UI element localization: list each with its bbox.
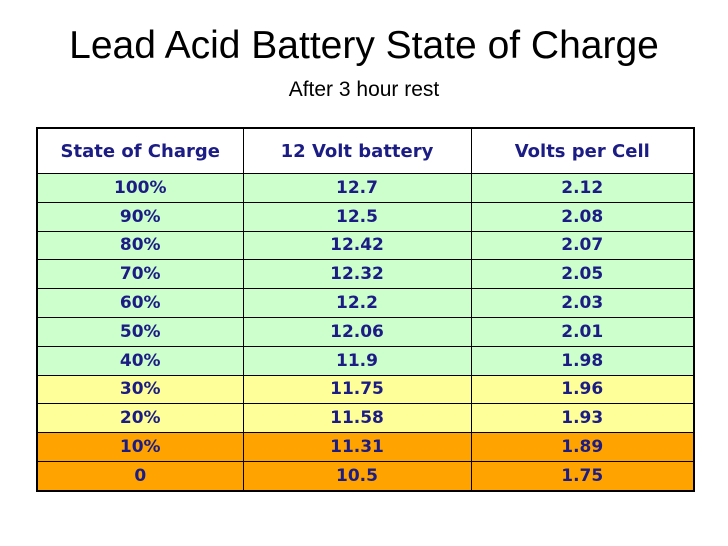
table-cell: 1.98 [470,345,695,376]
table-cell: 11.31 [242,432,472,462]
table-cell: 12.7 [242,173,472,203]
table-row: 80% 12.42 2.07 [36,230,695,261]
table-cell: 30% [36,374,244,405]
table-cell: 11.75 [242,374,472,405]
table-row: 90% 12.5 2.08 [36,201,695,232]
table-cell: 2.01 [470,316,695,347]
table-row: 10% 11.31 1.89 [36,432,695,462]
table-row: 0 10.5 1.75 [36,460,695,492]
table-body: 100% 12.7 2.12 90% 12.5 2.08 80% 12.42 2.07 70% 12… [36,173,695,492]
table-cell: 100% [36,173,244,203]
table-row: 20% 11.58 1.93 [36,403,695,434]
table-cell: 70% [36,259,244,290]
table-cell: 2.08 [470,201,695,232]
table-row: 100% 12.7 2.12 [36,173,695,203]
table-cell: 12.2 [242,288,472,318]
table-cell: 40% [36,345,244,376]
table-row: 70% 12.32 2.05 [36,259,695,290]
page-subtitle: After 3 hour rest [288,78,440,101]
table-cell: 2.03 [470,288,695,318]
table-cell: 1.75 [470,460,695,492]
table-cell: 2.07 [470,230,695,261]
table-cell: 60% [36,288,244,318]
table-cell: 80% [36,230,244,261]
table-cell: 12.32 [242,259,472,290]
table-cell: 20% [36,403,244,434]
table-cell: 10% [36,432,244,462]
table-cell: 0 [36,460,244,492]
state-of-charge-table: State of Charge 12 Volt battery Volts pe… [36,127,695,492]
table-cell: 11.9 [242,345,472,376]
table-cell: 12.42 [242,230,472,261]
table-cell: 90% [36,201,244,232]
table-cell: 2.12 [470,173,695,203]
table-cell: 1.89 [470,432,695,462]
column-header-state-of-charge: State of Charge [36,127,244,174]
table-cell: 12.5 [242,201,472,232]
page-title: Lead Acid Battery State of Charge [69,24,659,67]
table-cell: 11.58 [242,403,472,434]
table-row: 40% 11.9 1.98 [36,345,695,376]
table-cell: 12.06 [242,316,472,347]
column-header-12-volt-battery: 12 Volt battery [242,127,472,174]
table-row: 50% 12.06 2.01 [36,316,695,347]
table-cell: 2.05 [470,259,695,290]
table-row: 60% 12.2 2.03 [36,288,695,318]
table-row: 30% 11.75 1.96 [36,374,695,405]
table-header-row: State of Charge 12 Volt battery Volts pe… [36,127,695,174]
table-cell: 50% [36,316,244,347]
column-header-volts-per-cell: Volts per Cell [470,127,695,174]
table-cell: 1.93 [470,403,695,434]
table-cell: 1.96 [470,374,695,405]
table-cell: 10.5 [242,460,472,492]
